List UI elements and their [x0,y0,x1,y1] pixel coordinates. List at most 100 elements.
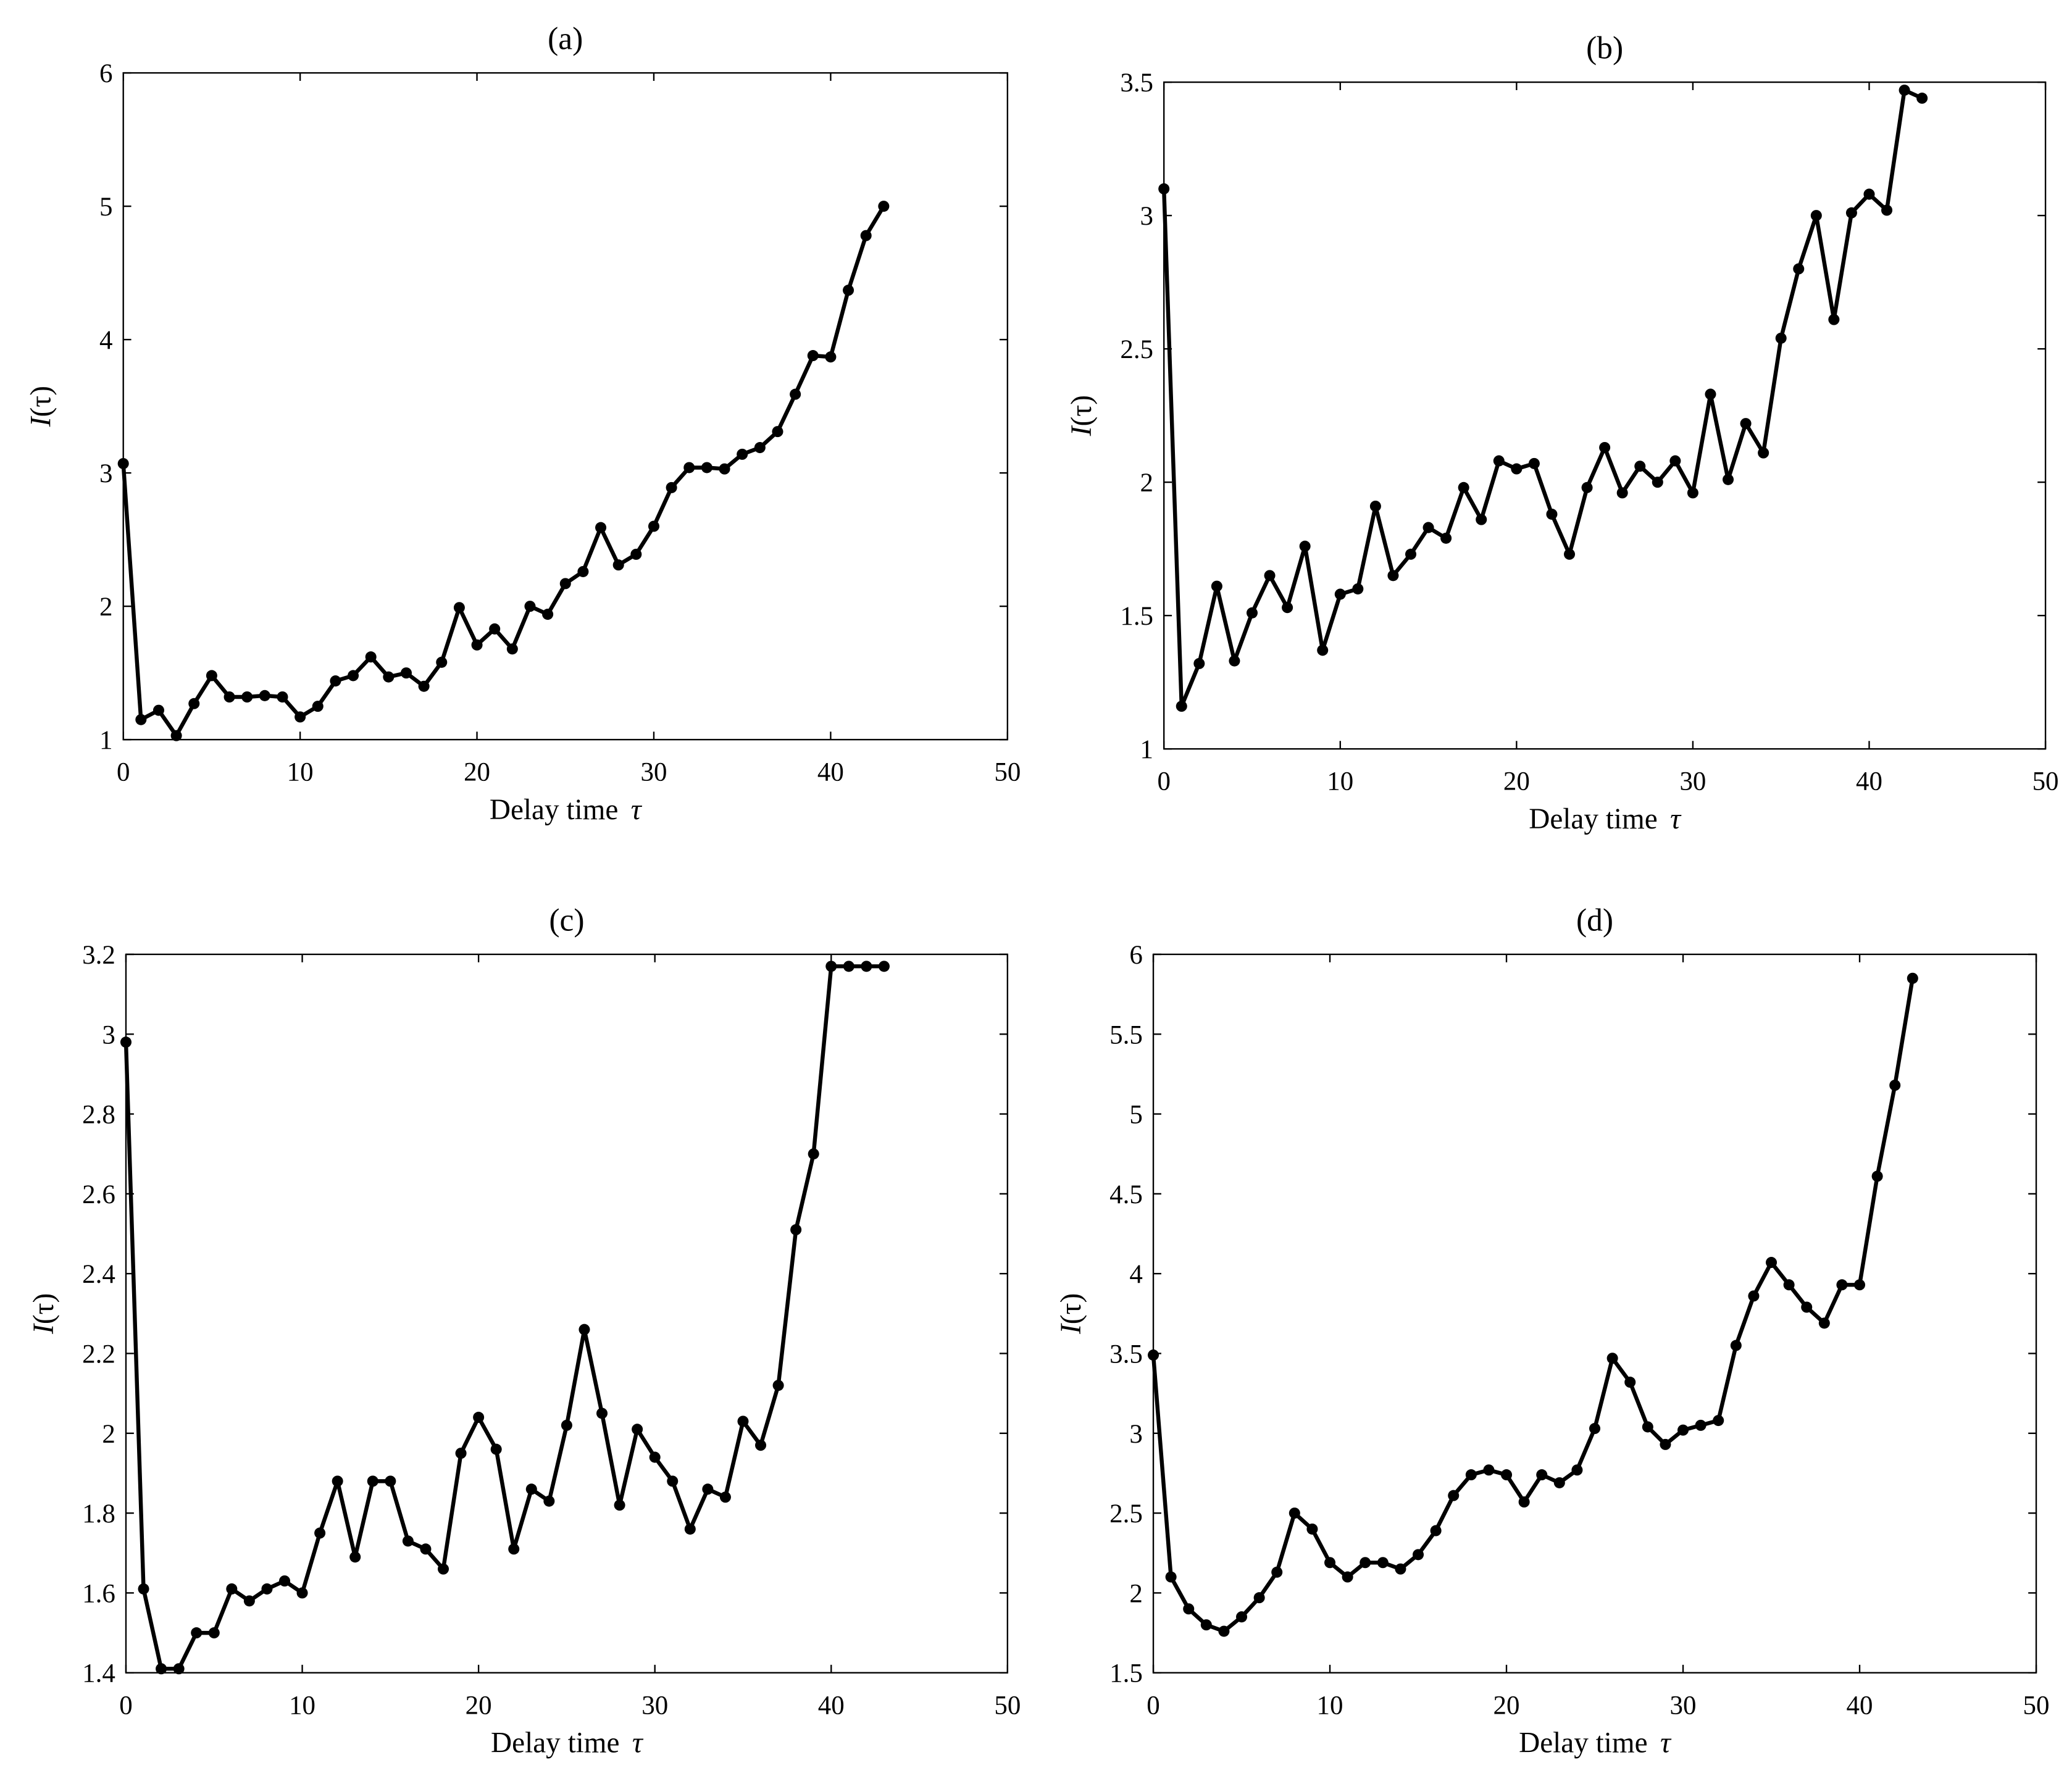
data-point [825,961,837,972]
data-point [561,1419,572,1431]
y-tick-label: 4.5 [1109,1180,1143,1209]
y-tick-label: 6 [99,59,112,88]
data-point [1758,447,1769,459]
data-point [400,667,412,679]
data-point [843,285,854,296]
data-point [1907,972,1918,984]
x-axis-label-text: Delay time [1529,803,1665,835]
x-tick-label: 10 [1327,767,1353,796]
x-axis-label: Delay time τ [491,1727,644,1759]
data-point [1289,1507,1300,1519]
data-point [1501,1469,1513,1481]
data-point [878,961,890,972]
data-point [1642,1421,1653,1433]
data-point [595,522,607,533]
y-tick-label: 2 [102,1420,115,1449]
data-point [1264,570,1276,582]
data-point [1218,1625,1230,1637]
data-point [860,230,872,241]
data-point [1236,1611,1248,1623]
data-point [383,671,395,683]
chart-panel-4: 0 10 20 30 40 50 1.5 2 2.5 3 3.5 4 4.5 5 5.5 6 (d) Delay … [1055,903,2050,1759]
data-point [1624,1377,1636,1388]
data-point [455,1448,467,1459]
data-point [719,1491,731,1503]
data-point [807,350,819,362]
chart-title: (a) [548,21,583,56]
data-point [577,565,589,577]
x-axis-label-symbol: τ [1660,1727,1672,1759]
data-point [1476,514,1487,525]
x-tick-label: 40 [817,758,844,787]
data-point [437,1563,449,1575]
data-point [1229,655,1240,667]
data-point [473,1411,485,1423]
data-point [630,548,642,560]
data-point [508,1543,520,1555]
data-point [702,1483,714,1495]
data-point [559,578,571,590]
x-tick-label: 40 [1847,1691,1873,1720]
data-point [614,1499,625,1511]
data-point [1377,1557,1389,1569]
data-point [1599,441,1611,453]
chart-title: (b) [1586,30,1623,65]
data-point [489,623,501,635]
data-point [1165,1571,1177,1583]
y-tick-label: 2.5 [1120,335,1153,364]
series-line [1161,88,1923,709]
x-axis-label-symbol: τ [631,794,643,826]
data-point [542,609,554,620]
y-tick-label: 1.8 [82,1499,115,1528]
data-point [1828,314,1840,325]
x-tick-label: 20 [1503,767,1530,796]
data-point [138,1583,149,1595]
data-point [772,1380,784,1391]
x-tick-label: 20 [464,758,490,787]
data-point [1413,1549,1424,1561]
y-tick-label: 2.2 [82,1340,115,1369]
y-tick-label: 1 [1140,735,1153,764]
data-point [1148,1349,1159,1361]
data-point [1669,455,1681,467]
data-point [348,670,359,682]
y-tick-label: 1 [99,726,112,755]
data-point [1730,1340,1742,1351]
data-point [1713,1415,1724,1427]
data-point [261,1583,273,1595]
y-tick-label: 2 [1140,469,1153,498]
y-tick-label: 1.6 [82,1579,115,1608]
x-tick-label: 0 [1157,767,1170,796]
y-axis-label: I(τ) [25,386,57,427]
data-point [471,639,483,651]
y-tick-label: 4 [99,326,112,355]
data-point [1854,1279,1866,1291]
data-point [1360,1557,1371,1569]
y-tick-label: 1.5 [1120,602,1153,631]
data-point [755,1440,767,1451]
axes-frame [122,72,1009,741]
y-axis-label: I(τ) [1055,1293,1087,1335]
x-tick-label: 20 [466,1691,492,1720]
data-point [772,426,783,438]
data-point [1845,207,1857,219]
data-point [1652,477,1663,488]
y-axis-label-symbol: I [1066,425,1098,436]
x-tick-label: 50 [994,758,1021,787]
x-axis-label: Delay time τ [1529,803,1682,835]
data-point [1695,1419,1706,1431]
series-line [121,205,886,738]
data-point [117,457,129,470]
data-point [1546,508,1558,520]
data-point [1405,548,1417,560]
data-point [632,1424,643,1435]
y-axis-label-paren: (τ) [25,386,57,417]
data-point [1246,607,1258,619]
data-point [1387,570,1399,582]
data-point [878,201,890,212]
y-tick-label: 5 [99,193,112,222]
data-point [1518,1496,1530,1508]
data-point [332,1475,343,1487]
x-tick-label: 10 [287,758,314,787]
data-point [667,1475,679,1487]
